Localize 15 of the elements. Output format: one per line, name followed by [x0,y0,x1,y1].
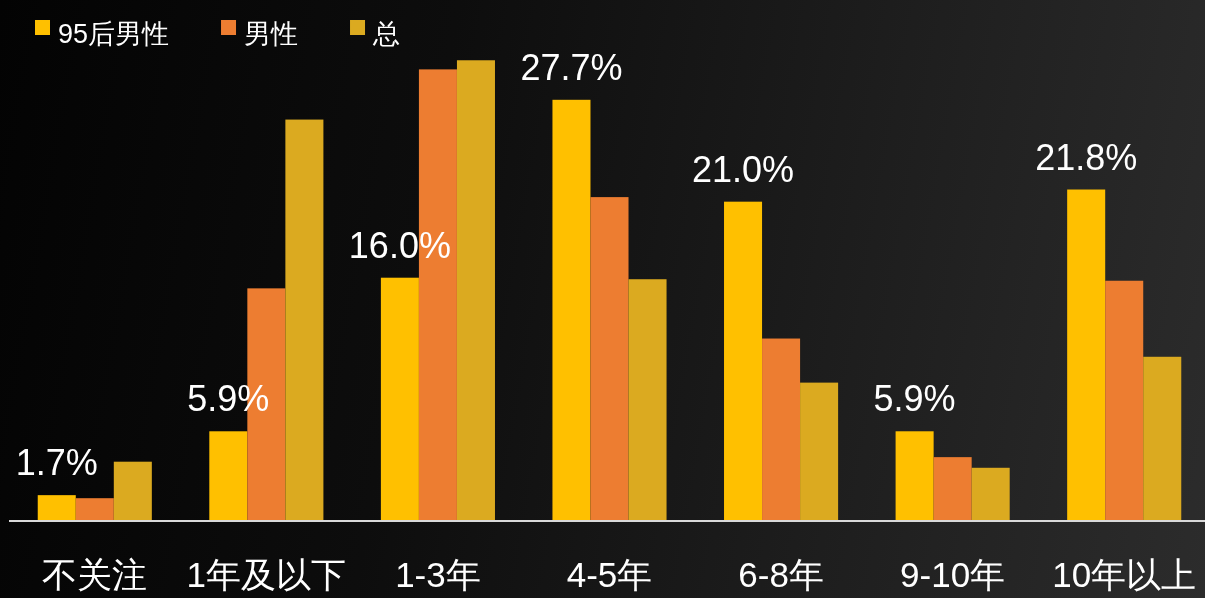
data-label: 27.7% [520,46,623,88]
data-label: 1.7% [15,442,98,484]
legend-label: 95后男性 [58,19,170,49]
x-tick-label: 4-5年 [566,555,653,594]
x-tick-label: 9-10年 [900,555,1006,594]
x-tick-label: 1-3年 [395,555,481,594]
data-label: 21.8% [1035,136,1138,178]
x-tick-label: 6-8年 [738,555,824,594]
data-label: 21.0% [692,148,795,190]
legend-label: 总 [372,19,401,49]
x-tick-label: 1年及以下 [186,555,347,594]
data-label: 5.9% [873,378,956,420]
x-tick-label: 不关注 [42,555,148,594]
legend-label: 男性 [244,19,299,49]
x-tick-label: 10年以上 [1052,555,1197,594]
